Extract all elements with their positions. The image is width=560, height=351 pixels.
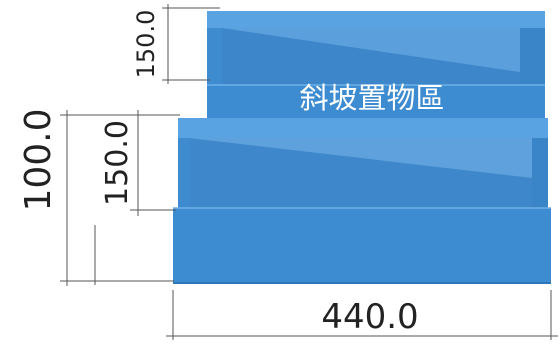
top-box-slope-light: [222, 28, 520, 72]
bottom-box-left-wall: [178, 125, 190, 210]
total-height-dim: 100.0: [18, 108, 59, 211]
bottom-box-top-rim: [178, 118, 548, 138]
bottom-box-right-wall: [532, 125, 548, 210]
bottom-box-front-wall: [173, 208, 551, 283]
top-box-slope: [222, 28, 520, 85]
top-box: [207, 11, 545, 119]
bottom-box-height-dim: 150.0: [100, 120, 135, 206]
width-dim: 440.0: [321, 297, 418, 337]
top-box-front-wall: [207, 85, 545, 119]
bottom-box: [173, 118, 551, 284]
dimension-lines: [60, 4, 558, 340]
bottom-box-slope: [188, 138, 532, 210]
top-box-height-dim: 150.0: [132, 10, 160, 79]
top-box-top-rim: [207, 11, 545, 28]
slope-storage-label: 斜坡置物區: [299, 81, 444, 115]
